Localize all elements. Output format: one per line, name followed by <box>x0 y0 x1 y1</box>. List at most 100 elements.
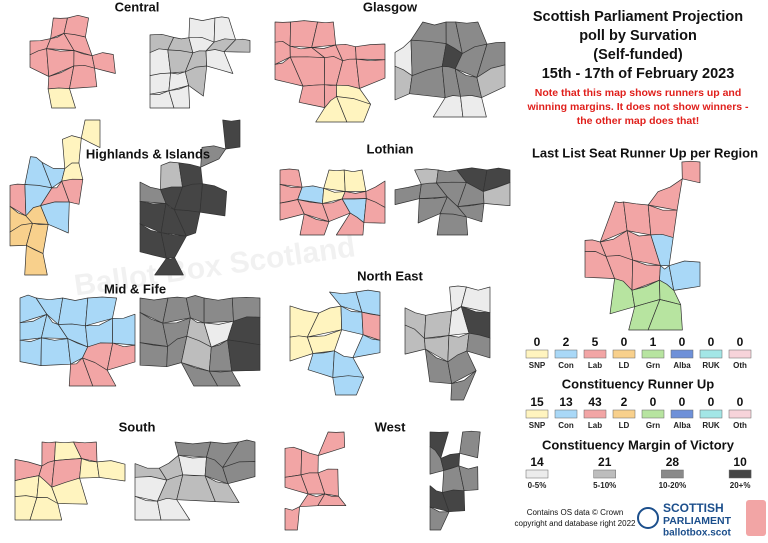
map-area <box>208 370 241 387</box>
map-area <box>24 245 48 276</box>
region-label: Glasgow <box>363 0 418 14</box>
map <box>149 16 251 109</box>
map-area <box>341 191 367 200</box>
count: 2 <box>563 335 570 349</box>
legend-swatch <box>612 349 636 359</box>
map-area <box>57 297 89 327</box>
credit: Contains OS data © Crown <box>527 508 624 517</box>
map <box>429 430 481 531</box>
map-area <box>623 201 652 236</box>
count: 0 <box>708 335 715 349</box>
party-name: RUK <box>702 421 720 430</box>
legend-swatch <box>612 409 636 419</box>
legend-swatch <box>728 409 752 419</box>
map-area <box>647 299 683 331</box>
region-label: Mid & Fife <box>104 281 166 296</box>
map <box>394 167 511 236</box>
map-area <box>178 454 207 477</box>
count: 15 <box>530 395 544 409</box>
count: 13 <box>559 395 573 409</box>
map-area <box>203 297 234 324</box>
count: 28 <box>666 455 680 469</box>
party-name: Con <box>558 421 574 430</box>
map-area <box>157 497 191 521</box>
logo-text: SCOTTISH <box>663 501 724 515</box>
map-area <box>317 493 347 507</box>
section-title: Last List Seat Runner Up per Region <box>532 145 758 160</box>
map-area <box>335 212 365 236</box>
map-area <box>317 431 346 456</box>
logo-text: PARLIAMENT <box>663 515 732 527</box>
note-line: Note that this map shows runners up and <box>535 87 742 99</box>
map-area <box>154 257 184 276</box>
legend-swatch <box>641 409 665 419</box>
logo: SCOTTISH PARLIAMENT ballotbox.scot <box>637 500 766 539</box>
legend-swatch <box>525 409 549 419</box>
map-area <box>29 497 63 521</box>
count: 5 <box>592 335 599 349</box>
title-line: poll by Survation <box>579 28 697 44</box>
note-line: winning margins. It does not show winner… <box>526 101 749 113</box>
section-title: Constituency Margin of Victory <box>542 437 735 452</box>
map-area <box>450 370 477 401</box>
map-area <box>279 168 303 188</box>
count: 2 <box>621 395 628 409</box>
region-label: Lothian <box>367 141 414 156</box>
note-line: the other map does that! <box>577 115 700 127</box>
map <box>284 431 347 531</box>
legend-swatch <box>670 349 694 359</box>
map <box>274 20 386 123</box>
map-area <box>414 168 439 185</box>
legend-swatch <box>525 349 549 359</box>
party-name: Alba <box>673 421 691 430</box>
map-area <box>91 52 116 74</box>
legend-swatch <box>670 409 694 419</box>
credit: copyright and database right 2022 <box>515 519 637 528</box>
party-name: SNP <box>529 361 546 370</box>
map-area <box>82 357 117 387</box>
count: 0 <box>621 335 628 349</box>
count: 0 <box>679 335 686 349</box>
note: Note that this map shows runners up and … <box>526 87 749 127</box>
map-area <box>459 430 481 459</box>
legend-swatch <box>593 469 616 479</box>
band-label: 5-10% <box>593 481 616 490</box>
map <box>289 289 381 396</box>
map <box>14 441 126 521</box>
region-label: South <box>119 419 156 434</box>
logo-url: ballotbox.scot <box>663 528 731 539</box>
map-area <box>47 87 76 109</box>
party-name: RUK <box>702 361 720 370</box>
region-label: Highlands & Islands <box>86 146 210 161</box>
count: 43 <box>588 395 602 409</box>
legend-swatch <box>661 469 684 479</box>
map-area <box>204 475 240 504</box>
count: 0 <box>534 335 541 349</box>
region-label: West <box>375 419 406 434</box>
title-line: Scottish Parliament Projection <box>533 9 743 25</box>
map <box>139 295 261 387</box>
map <box>394 21 506 118</box>
map-area <box>429 506 450 531</box>
map-area <box>199 183 228 217</box>
map-area <box>298 84 326 108</box>
map-area <box>284 506 300 531</box>
map-area <box>149 48 171 76</box>
map-area <box>355 58 386 89</box>
count: 0 <box>679 395 686 409</box>
party-name: Grn <box>646 421 660 430</box>
logo-mark <box>637 507 659 529</box>
map-area <box>681 160 701 184</box>
party-name: Lab <box>588 361 602 370</box>
party-name: Alba <box>673 361 691 370</box>
map <box>19 294 136 387</box>
party-name: SNP <box>529 421 546 430</box>
party-name: Oth <box>733 421 747 430</box>
logo-badge <box>746 500 766 536</box>
map <box>404 285 491 401</box>
map-area <box>647 178 683 211</box>
map-area <box>355 43 386 61</box>
map-area <box>80 119 101 148</box>
legend-swatch <box>641 349 665 359</box>
